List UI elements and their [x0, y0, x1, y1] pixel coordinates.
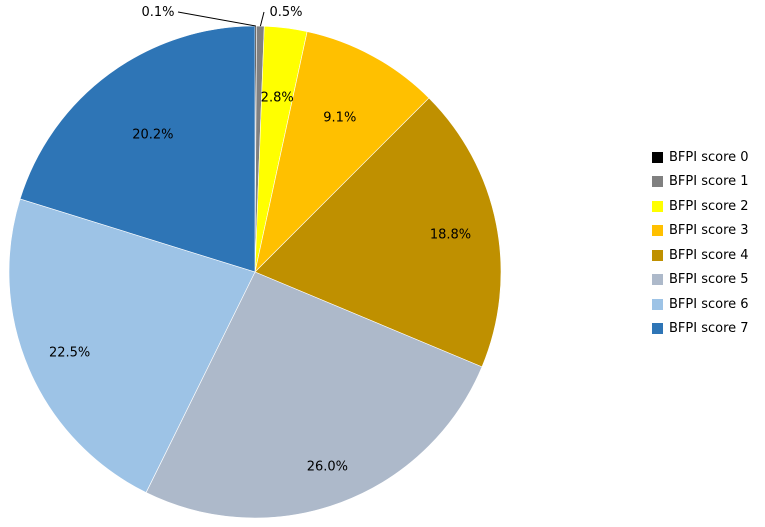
legend-swatch-bfpi-score-0: [652, 151, 663, 163]
legend-swatch-bfpi-score-6: [652, 298, 663, 310]
legend-swatch-bfpi-score-1: [652, 176, 663, 188]
legend-label-bfpi-score-6: BFPI score 6: [669, 296, 749, 312]
data-label-bfpi-score-1: 0.5%: [269, 5, 302, 20]
legend-swatch-bfpi-score-7: [652, 323, 663, 335]
data-label-bfpi-score-2: 2.8%: [261, 90, 294, 105]
leader-line-bfpi-score-0: [177, 11, 256, 27]
pie-slices: [8, 25, 502, 519]
leader-line-bfpi-score-1: [259, 11, 265, 27]
legend-item-bfpi-score-3: BFPI score 3: [652, 219, 749, 244]
leader-lines: [177, 11, 265, 27]
legend-label-bfpi-score-0: BFPI score 0: [669, 149, 749, 165]
legend-item-bfpi-score-0: BFPI score 0: [652, 145, 749, 170]
legend-swatch-bfpi-score-3: [652, 225, 663, 237]
data-label-bfpi-score-6: 22.5%: [49, 346, 90, 361]
legend-label-bfpi-score-3: BFPI score 3: [669, 223, 749, 239]
legend-label-bfpi-score-7: BFPI score 7: [669, 321, 749, 337]
legend-swatch-bfpi-score-4: [652, 249, 663, 261]
legend-item-bfpi-score-1: BFPI score 1: [652, 170, 749, 195]
legend: BFPI score 0 BFPI score 1 BFPI score 2 BFPI…: [652, 145, 749, 341]
pie-slice-bfpi-score-7: [19, 25, 256, 273]
legend-item-bfpi-score-2: BFPI score 2: [652, 194, 749, 219]
legend-swatch-bfpi-score-5: [652, 274, 663, 286]
legend-label-bfpi-score-5: BFPI score 5: [669, 272, 749, 288]
legend-label-bfpi-score-4: BFPI score 4: [669, 247, 749, 263]
data-label-bfpi-score-7: 20.2%: [132, 127, 173, 142]
legend-swatch-bfpi-score-2: [652, 200, 663, 212]
legend-item-bfpi-score-4: BFPI score 4: [652, 243, 749, 268]
data-label-bfpi-score-0: 0.1%: [141, 5, 174, 20]
data-label-bfpi-score-4: 18.8%: [430, 227, 471, 242]
pie-slice-bfpi-score-6: [8, 198, 256, 493]
data-label-bfpi-score-3: 9.1%: [323, 111, 356, 126]
legend-item-bfpi-score-6: BFPI score 6: [652, 292, 749, 317]
legend-item-bfpi-score-5: BFPI score 5: [652, 268, 749, 293]
data-labels: 0.1% 0.5% 2.8% 9.1% 18.8% 26.0% 22.5% 20.2%: [49, 5, 471, 475]
pie-slice-bfpi-score-5: [145, 271, 483, 519]
pie-slice-bfpi-score-3: [254, 31, 430, 273]
pie-slice-bfpi-score-4: [254, 97, 502, 368]
legend-label-bfpi-score-1: BFPI score 1: [669, 174, 749, 190]
data-label-bfpi-score-5: 26.0%: [307, 460, 348, 475]
legend-item-bfpi-score-7: BFPI score 7: [652, 317, 749, 342]
legend-label-bfpi-score-2: BFPI score 2: [669, 198, 749, 214]
